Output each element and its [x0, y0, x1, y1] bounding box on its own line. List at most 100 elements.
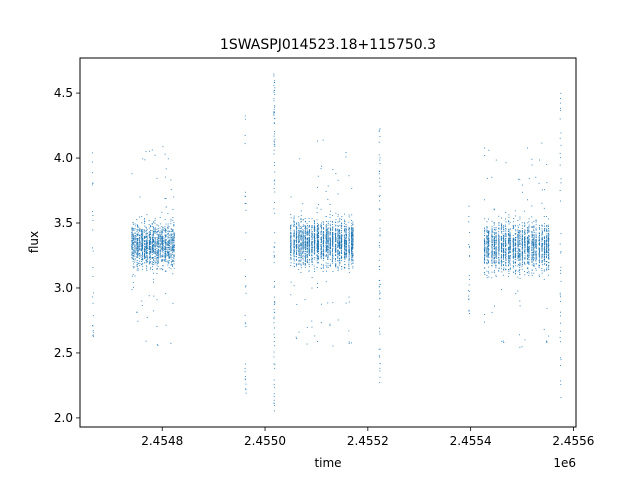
data-point	[143, 242, 145, 244]
data-point	[136, 265, 138, 267]
data-point	[486, 254, 488, 256]
data-point	[508, 252, 510, 254]
data-point	[158, 248, 159, 250]
data-point	[321, 222, 322, 224]
data-point	[168, 252, 170, 253]
data-point	[302, 250, 304, 252]
data-point	[137, 234, 139, 236]
data-point	[305, 221, 307, 223]
data-point	[152, 234, 154, 236]
data-point	[165, 242, 167, 244]
data-point	[143, 222, 145, 224]
data-point	[517, 257, 519, 259]
data-point	[170, 240, 172, 242]
data-point	[168, 257, 170, 258]
data-point	[300, 239, 302, 241]
data-point	[483, 240, 485, 242]
data-point	[150, 242, 151, 244]
data-point	[300, 250, 302, 252]
data-point	[150, 233, 151, 235]
data-point	[501, 232, 503, 234]
data-point	[167, 261, 169, 263]
data-point	[316, 250, 318, 252]
data-point	[320, 246, 322, 248]
data-point	[521, 184, 523, 186]
data-point	[152, 272, 154, 274]
data-point	[348, 244, 350, 246]
data-point	[136, 218, 138, 220]
data-point	[290, 254, 292, 256]
data-point	[322, 234, 324, 236]
data-point	[136, 233, 138, 235]
data-point	[308, 230, 310, 232]
data-point	[339, 247, 341, 249]
data-point	[329, 243, 331, 245]
data-point	[168, 248, 170, 250]
data-point	[317, 229, 319, 231]
data-point	[498, 221, 500, 223]
data-point	[300, 237, 302, 239]
data-point	[139, 263, 141, 264]
data-point	[132, 265, 134, 267]
data-point	[351, 250, 352, 251]
data-point	[290, 235, 292, 237]
data-point	[150, 225, 152, 227]
data-point	[487, 262, 489, 264]
data-point	[513, 246, 514, 248]
data-point	[345, 242, 347, 243]
data-point	[323, 250, 325, 252]
data-point	[488, 256, 490, 258]
data-point	[308, 246, 310, 248]
data-point	[154, 245, 156, 247]
data-point	[491, 245, 493, 247]
data-point	[517, 254, 519, 256]
data-point	[154, 230, 156, 232]
data-point	[141, 231, 143, 233]
data-point	[517, 256, 519, 258]
data-point	[325, 225, 327, 227]
data-point	[154, 251, 156, 252]
data-point	[501, 224, 503, 225]
data-point	[351, 233, 353, 234]
data-point	[311, 287, 313, 289]
data-point	[339, 241, 340, 243]
data-point	[136, 234, 138, 236]
data-point	[337, 245, 339, 247]
data-point	[161, 230, 163, 232]
data-point	[335, 246, 337, 248]
data-point	[501, 251, 503, 253]
data-point	[327, 243, 329, 245]
data-point	[517, 265, 519, 267]
data-point	[149, 259, 151, 260]
data-point	[519, 277, 521, 279]
data-point	[154, 231, 156, 233]
data-point	[339, 239, 341, 241]
data-point	[305, 258, 307, 260]
data-point	[290, 196, 292, 198]
data-point	[290, 237, 292, 239]
data-point	[337, 243, 339, 245]
data-point	[321, 165, 322, 167]
data-point	[141, 238, 143, 240]
data-point	[498, 257, 500, 259]
data-point	[344, 220, 346, 222]
data-point	[327, 265, 329, 267]
data-point	[331, 251, 333, 253]
data-point	[302, 256, 304, 258]
data-point	[151, 250, 153, 252]
data-point	[304, 236, 306, 238]
data-point	[308, 251, 310, 253]
data-point	[524, 262, 526, 264]
data-point	[290, 230, 292, 232]
data-point	[146, 261, 148, 263]
data-point	[488, 253, 490, 255]
data-point	[167, 247, 169, 249]
data-point	[157, 345, 159, 346]
data-point	[157, 242, 159, 244]
data-point	[340, 222, 342, 224]
data-point	[311, 250, 313, 252]
data-point	[168, 244, 170, 246]
data-point	[300, 218, 302, 220]
data-point	[332, 231, 334, 233]
data-point	[332, 235, 333, 237]
